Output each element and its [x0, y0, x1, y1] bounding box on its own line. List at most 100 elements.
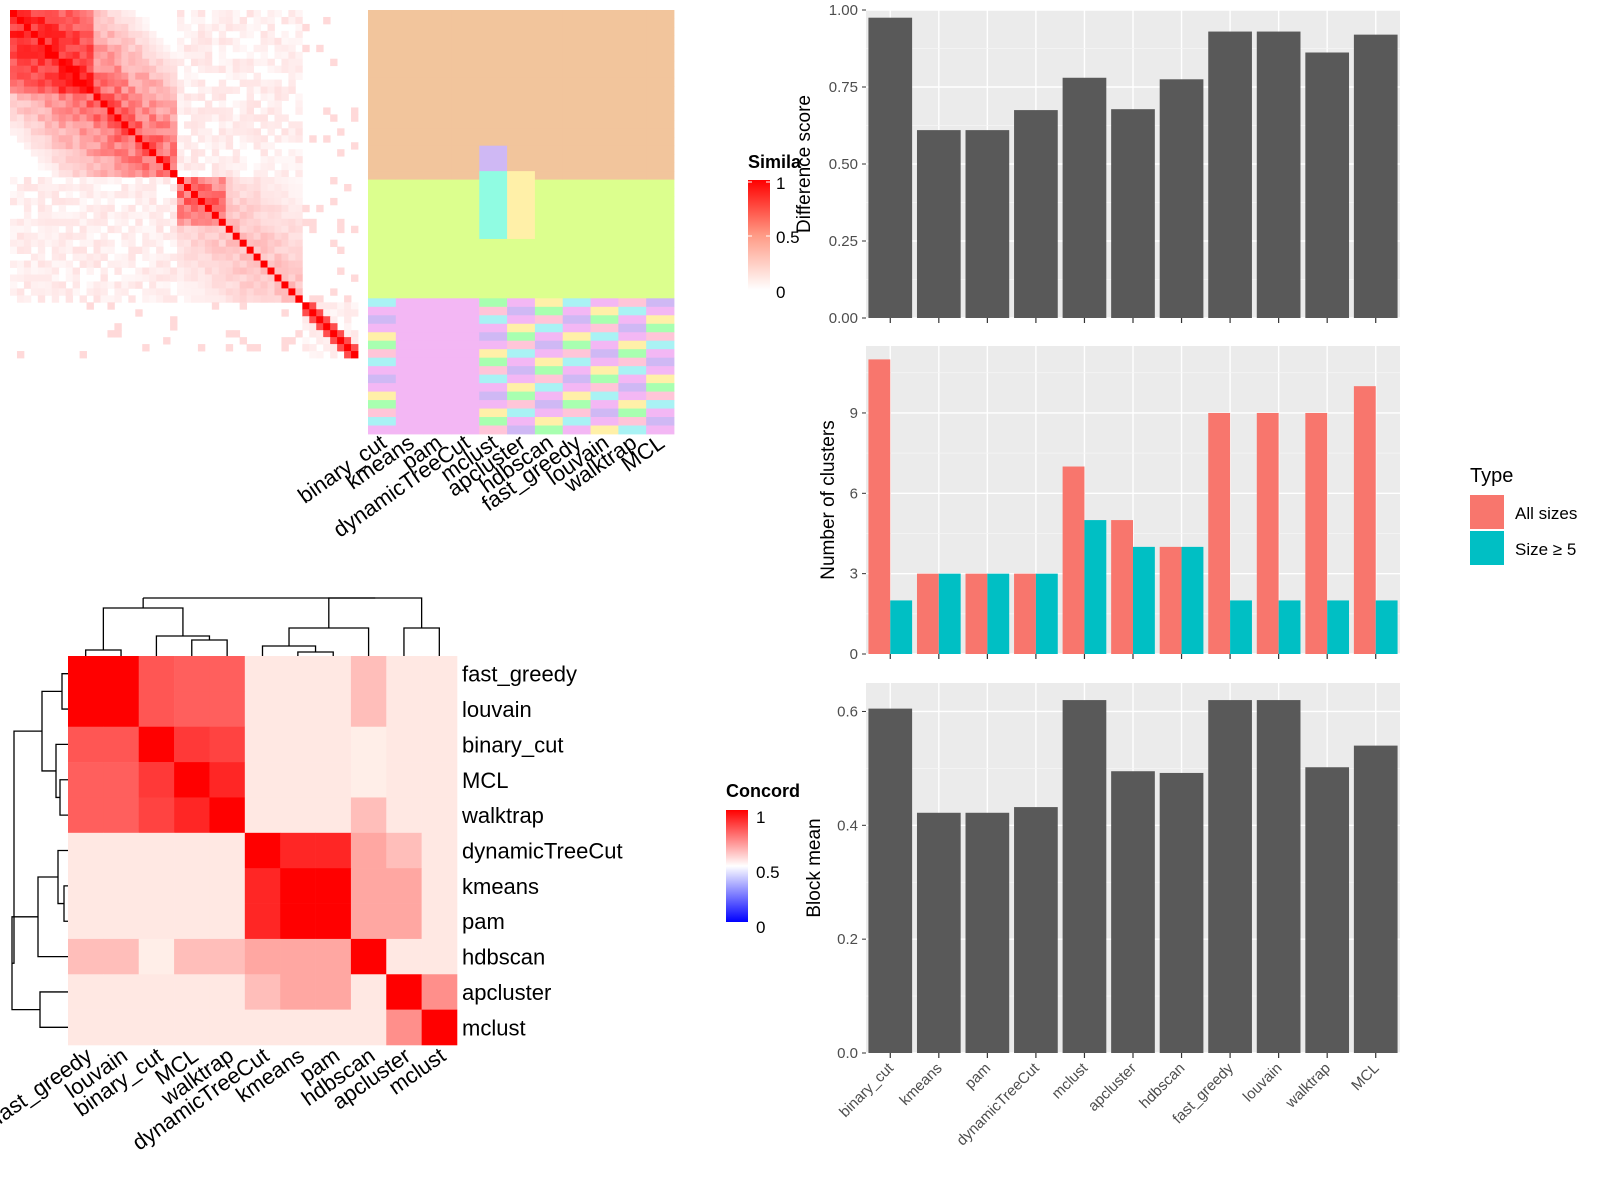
similarity-cell: [23, 232, 32, 241]
annotation-cell: [646, 281, 675, 291]
cluster-annotation-heatmap: [368, 10, 675, 435]
annotation-cell: [534, 247, 564, 257]
similarity-cell: [10, 218, 18, 227]
similarity-cell: [79, 93, 87, 101]
similarity-cell: [295, 23, 303, 32]
similarity-cell: [86, 142, 94, 150]
similarity-cell: [121, 16, 129, 25]
similarity-cell: [253, 295, 261, 303]
similarity-cell: [267, 37, 275, 46]
similarity-cell: [190, 149, 199, 157]
annotation-cell: [451, 120, 480, 130]
similarity-cell: [37, 135, 46, 143]
similarity-cell: [58, 288, 67, 296]
annotation-cell: [479, 222, 508, 231]
similarity-cell: [100, 10, 108, 18]
similarity-cell: [351, 107, 359, 115]
similarity-cell: [107, 10, 115, 18]
annotation-cell: [562, 35, 591, 45]
similarity-cell: [44, 260, 53, 268]
similarity-cell: [239, 190, 248, 199]
similarity-cell: [16, 288, 25, 296]
similarity-cell: [197, 218, 206, 227]
similarity-cell: [211, 114, 220, 122]
annotation-cell: [395, 162, 425, 172]
annotation-cell: [423, 357, 452, 367]
similarity-cell: [253, 58, 261, 67]
similarity-cell: [295, 184, 303, 192]
similarity-cell: [51, 239, 60, 248]
similarity-cell: [10, 58, 18, 67]
similarity-cell: [142, 225, 150, 234]
similarity-cell: [100, 211, 108, 220]
annotation-cell: [534, 298, 564, 308]
y-tick-label: 0.00: [829, 310, 858, 327]
similarity-cell: [190, 121, 199, 129]
similarity-cell: [295, 260, 303, 268]
similarity-cell: [184, 163, 192, 171]
similarity-cell: [184, 246, 192, 254]
similarity-cell: [100, 37, 108, 46]
similarity-cell: [79, 72, 87, 80]
similarity-cell: [295, 30, 303, 39]
annotation-cell: [562, 255, 591, 265]
concordance-cell: [280, 903, 316, 940]
similarity-cell: [16, 190, 25, 199]
concordance-cell: [350, 903, 387, 940]
similarity-cell: [218, 128, 227, 136]
concordance-row-label: dynamicTreeCut: [462, 839, 623, 864]
similarity-cell: [274, 170, 282, 178]
annotation-cell: [479, 281, 508, 291]
similarity-cell: [232, 72, 241, 80]
similarity-cell: [107, 281, 115, 289]
similarity-cell: [72, 10, 80, 18]
similarity-cell: [177, 267, 185, 275]
similarity-cell: [260, 142, 268, 150]
annotation-cell: [562, 171, 591, 180]
similarity-cell: [309, 218, 317, 227]
similarity-cell: [23, 65, 32, 74]
similarity-cell: [267, 281, 275, 289]
similarity-cell: [65, 190, 74, 199]
similarity-cell: [197, 163, 206, 171]
similarity-cell: [37, 197, 46, 206]
similarity-cell: [163, 274, 171, 282]
annotation-cell: [395, 60, 425, 70]
similarity-cell: [295, 107, 303, 115]
similarity-cell: [10, 23, 18, 32]
similarity-cell: [107, 295, 115, 303]
similarity-cell: [295, 197, 303, 206]
similarity-cell: [121, 218, 129, 227]
similarity-cell: [190, 16, 199, 25]
concordance-cell: [138, 691, 175, 728]
annotation-cell: [507, 111, 536, 121]
similarity-cell: [267, 190, 275, 199]
similarity-cell: [232, 330, 241, 338]
similarity-cell: [337, 246, 345, 254]
similarity-cell: [100, 218, 108, 227]
similarity-cell: [190, 177, 199, 185]
similarity-cell: [170, 135, 178, 143]
similarity-cell: [58, 211, 67, 220]
annotation-cell: [395, 179, 425, 189]
similarity-cell: [177, 86, 185, 94]
annotation-cell: [451, 145, 480, 155]
similarity-cell: [10, 274, 18, 282]
similarity-cell: [121, 51, 129, 60]
similarity-cell: [190, 184, 199, 192]
annotation-cell: [451, 162, 480, 172]
similarity-cell: [170, 267, 178, 275]
annotation-cell: [646, 154, 675, 164]
bar-size-ge5: [1035, 573, 1058, 654]
similarity-cell: [142, 44, 150, 53]
similarity-cell: [37, 260, 46, 268]
similarity-cell: [114, 253, 122, 261]
similarity-cell: [51, 225, 60, 234]
similarity-tick-1: 1: [776, 174, 785, 193]
similarity-cell: [16, 260, 25, 268]
similarity-cell: [211, 302, 220, 310]
similarity-cell: [218, 30, 227, 39]
similarity-cell: [58, 107, 67, 115]
annotation-cell: [534, 357, 564, 367]
annotation-cell: [646, 52, 675, 62]
